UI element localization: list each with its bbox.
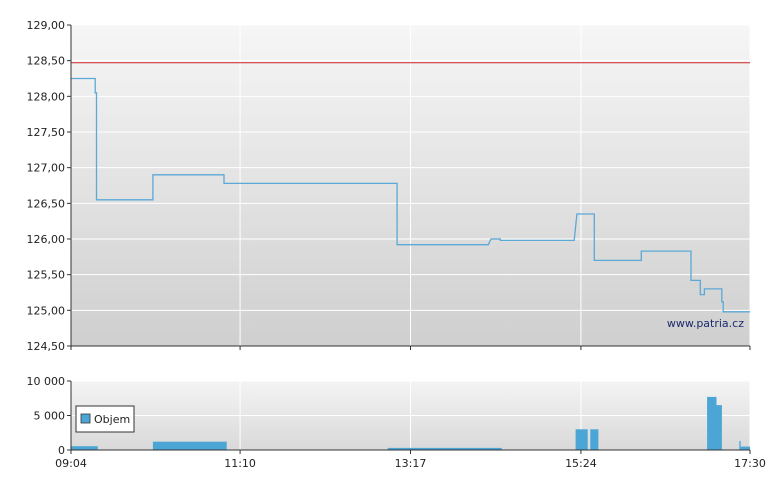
- volume-legend: Objem: [75, 405, 135, 433]
- price-y-tick-label: 125,00: [27, 304, 66, 317]
- volume-bar: [590, 429, 599, 450]
- price-panel: 124,50 125,00 125,50 126,00 126,50 127,00 127,…: [27, 19, 751, 353]
- volume-bar: [716, 405, 722, 450]
- volume-y-tick-labels: 0 5 000 10 000: [27, 375, 71, 457]
- x-tick-label: 09:04: [55, 457, 87, 470]
- price-y-tick-label: 128,50: [27, 55, 66, 68]
- x-tick-labels: 09:04 11:10 13:17 15:24 17:30: [55, 450, 766, 470]
- x-tick-label: 11:10: [224, 457, 256, 470]
- volume-y-tick-label: 5 000: [34, 410, 66, 423]
- x-tick-label: 13:17: [395, 457, 427, 470]
- price-y-tick-label: 125,50: [27, 269, 66, 282]
- legend-swatch: [80, 413, 91, 424]
- volume-y-tick-label: 0: [58, 444, 65, 457]
- legend-label: Objem: [94, 413, 130, 426]
- price-y-tick-label: 127,00: [27, 162, 66, 175]
- volume-y-tick-label: 10 000: [27, 375, 66, 388]
- volume-panel: 0 5 000 10 000 09:04 11:10 13:17 15:24 17:30 O…: [27, 375, 766, 470]
- price-y-tick-label: 126,50: [27, 197, 66, 210]
- price-y-tick-label: 129,00: [27, 19, 66, 32]
- volume-bar: [387, 447, 502, 450]
- watermark-text: www.patria.cz: [667, 317, 744, 330]
- price-y-tick-labels: 124,50 125,00 125,50 126,00 126,50 127,00 127,…: [27, 19, 71, 353]
- price-axes: [70, 25, 751, 350]
- price-y-tick-label: 126,00: [27, 233, 66, 246]
- x-tick-label: 17:30: [734, 457, 766, 470]
- volume-bar: [707, 396, 717, 450]
- price-y-tick-label: 124,50: [27, 340, 66, 353]
- price-y-tick-label: 127,50: [27, 126, 66, 139]
- price-y-tick-label: 128,00: [27, 90, 66, 103]
- volume-bar: [71, 446, 98, 450]
- x-tick-label: 15:24: [565, 457, 597, 470]
- volume-bar: [739, 441, 741, 450]
- volume-bar: [740, 446, 750, 450]
- volume-bar: [575, 429, 588, 450]
- price-series-line: [71, 77, 750, 313]
- volume-bar: [152, 441, 227, 450]
